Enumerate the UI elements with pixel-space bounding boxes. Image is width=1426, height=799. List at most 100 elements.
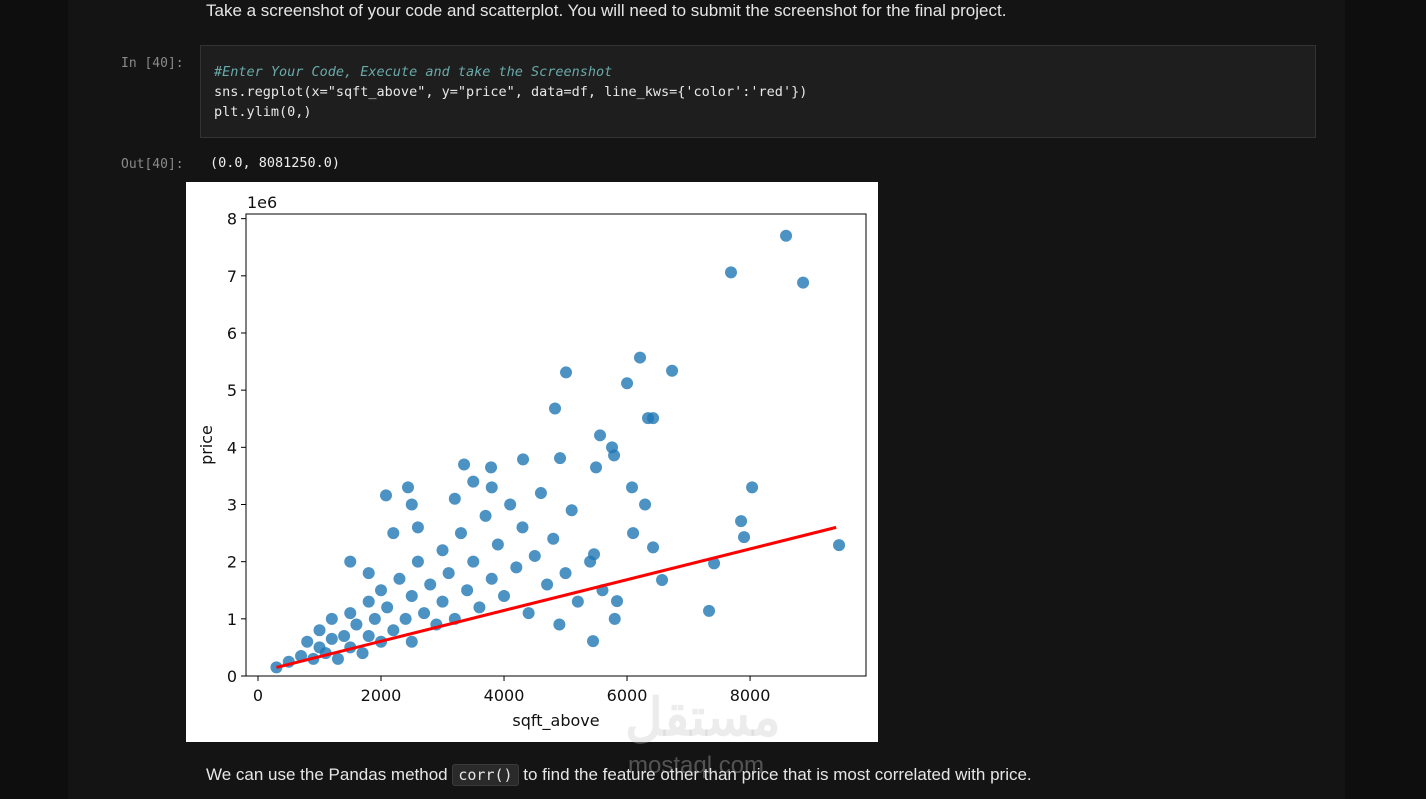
code-line: sns.regplot(x="sqft_above", y="price", d… xyxy=(214,84,808,100)
chart-background xyxy=(186,182,878,742)
point xyxy=(473,601,486,614)
x-tick-label: 0 xyxy=(253,686,263,705)
y-offset-label: 1e6 xyxy=(247,193,277,212)
point xyxy=(454,527,467,540)
code-cell[interactable]: #Enter Your Code, Execute and take the S… xyxy=(200,45,1316,138)
y-tick-label: 6 xyxy=(227,324,237,343)
y-tick-label: 0 xyxy=(227,667,237,686)
code-line: plt.ylim(0,) xyxy=(214,104,312,120)
point xyxy=(424,578,437,591)
point xyxy=(458,458,471,471)
point xyxy=(442,567,455,580)
point xyxy=(647,412,660,425)
point xyxy=(553,618,566,631)
point xyxy=(738,531,751,544)
point xyxy=(368,612,381,625)
y-tick-label: 5 xyxy=(227,381,237,400)
point xyxy=(485,481,498,494)
point xyxy=(588,548,601,561)
point xyxy=(666,364,679,377)
point xyxy=(708,557,721,570)
point xyxy=(516,521,529,534)
point xyxy=(405,498,418,511)
point xyxy=(393,572,406,585)
point xyxy=(485,461,498,474)
text: to find the feature other than price tha… xyxy=(523,765,1032,784)
chart: 0 2000 4000 6000 8000 0 1 2 3 4 5 6 7 8 1e6 sqft_above p… xyxy=(186,182,878,742)
point xyxy=(387,624,400,637)
point xyxy=(411,521,424,534)
point xyxy=(436,544,449,557)
x-axis-label: sqft_above xyxy=(512,711,599,731)
y-tick-label: 2 xyxy=(227,553,237,572)
markdown-text: Take a screenshot of your code and scatt… xyxy=(206,1,1007,20)
point xyxy=(634,351,647,364)
point xyxy=(833,539,846,552)
point xyxy=(313,624,326,637)
point xyxy=(517,453,530,466)
point xyxy=(639,498,652,511)
point xyxy=(522,607,535,620)
point xyxy=(270,661,283,674)
point xyxy=(344,607,357,620)
point xyxy=(301,635,314,648)
point xyxy=(491,538,504,551)
x-tick-label: 4000 xyxy=(484,686,525,705)
point xyxy=(549,402,562,415)
output-text: (0.0, 8081250.0) xyxy=(210,155,341,171)
point xyxy=(350,618,363,631)
point xyxy=(338,629,351,642)
point xyxy=(387,527,400,540)
point xyxy=(448,492,461,505)
y-tick-label: 8 xyxy=(227,210,237,229)
point xyxy=(362,595,375,608)
point xyxy=(554,452,567,465)
point xyxy=(559,567,572,580)
point xyxy=(461,584,474,597)
markdown-text: We can use the Pandas method corr() to f… xyxy=(206,764,1032,786)
point xyxy=(325,632,338,645)
point xyxy=(418,607,431,620)
point xyxy=(608,449,621,462)
x-tick-label: 8000 xyxy=(730,686,771,705)
output-prompt: Out[40]: xyxy=(121,157,184,172)
point xyxy=(780,229,793,242)
input-prompt: In [40]: xyxy=(121,56,184,71)
y-axis-label: price xyxy=(197,425,216,465)
point xyxy=(571,595,584,608)
point xyxy=(405,635,418,648)
point xyxy=(405,589,418,602)
point xyxy=(587,635,600,648)
point xyxy=(797,276,810,289)
point xyxy=(547,532,560,545)
point xyxy=(381,601,394,614)
point xyxy=(724,266,737,279)
y-tick-label: 4 xyxy=(227,438,237,457)
point xyxy=(498,589,511,602)
point xyxy=(703,604,716,617)
point xyxy=(608,612,621,625)
point xyxy=(627,527,640,540)
point xyxy=(626,481,639,494)
point xyxy=(485,572,498,585)
point xyxy=(590,461,603,474)
point xyxy=(560,366,573,379)
point xyxy=(362,567,375,580)
point xyxy=(362,629,375,642)
point xyxy=(746,481,759,494)
point xyxy=(375,584,388,597)
point xyxy=(541,578,554,591)
point xyxy=(331,652,344,665)
point xyxy=(399,612,412,625)
points xyxy=(270,229,846,674)
text: We can use the Pandas method xyxy=(206,765,448,784)
point xyxy=(594,429,607,442)
point xyxy=(647,541,660,554)
code-line: #Enter Your Code, Execute and take the S… xyxy=(214,64,613,80)
inline-code: corr() xyxy=(452,764,519,786)
point xyxy=(379,489,392,502)
x-tick-label: 6000 xyxy=(607,686,648,705)
point xyxy=(565,504,578,517)
point xyxy=(656,573,669,586)
